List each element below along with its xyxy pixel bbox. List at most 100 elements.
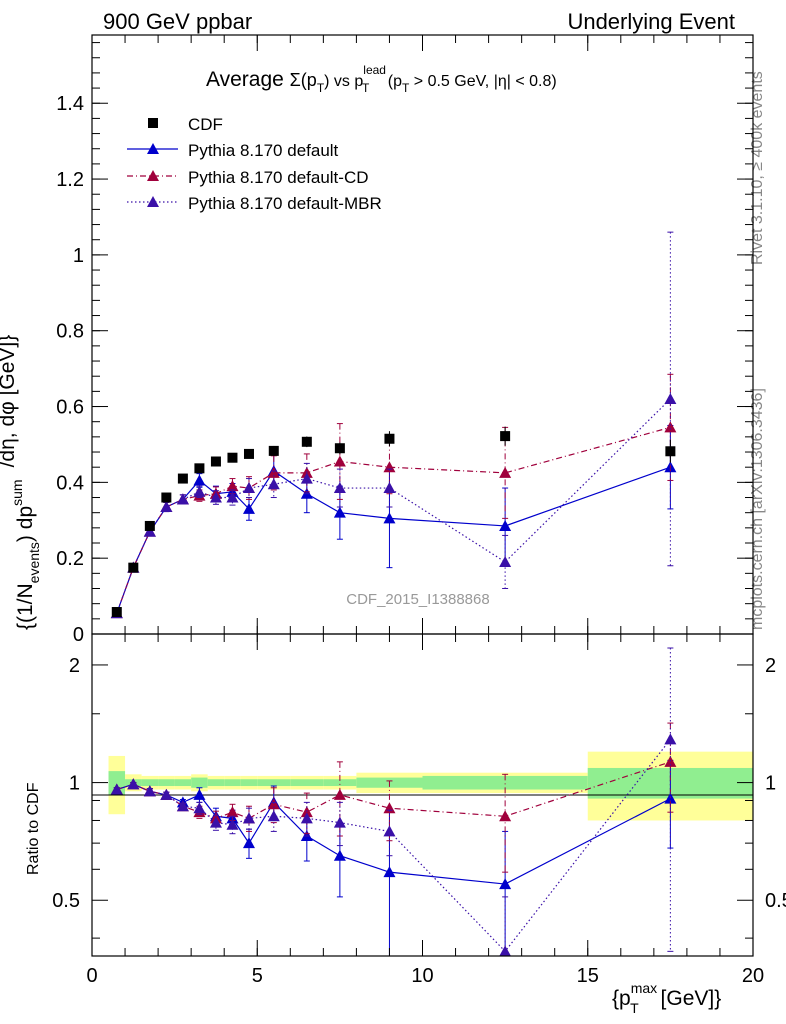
ratio-point-default-12: [383, 866, 396, 878]
ratio-point-default-14: [664, 792, 677, 804]
main-point-cdf-11: [334, 443, 345, 454]
main-series-default: [110, 424, 677, 619]
ratio-point-cd-13: [499, 810, 512, 822]
legend-marker-default: [147, 143, 159, 154]
ratio-point-mbr-7: [226, 818, 239, 830]
band-inner-2: [141, 779, 159, 787]
main-point-cdf-10: [301, 436, 312, 447]
ratio-point-mbr-4: [176, 800, 189, 812]
band-inner-6: [207, 779, 225, 787]
main-ytick-label-3: 0.6: [56, 397, 84, 419]
main-point-cdf-13: [500, 431, 511, 442]
main-ytick-label-5: 1: [73, 245, 84, 267]
legend-marker-cdf: [148, 118, 158, 128]
main-point-mbr-13: [499, 555, 512, 567]
main-point-cdf-5: [194, 463, 205, 474]
ratio-point-default-5: [193, 788, 206, 800]
main-point-cdf-8: [243, 448, 254, 459]
ratio-ytick-label-right-0: 0.5: [765, 890, 786, 912]
legend: CDF Pythia 8.170 default Pythia 8.170 de…: [127, 115, 382, 213]
main-series-cdf: [111, 426, 676, 618]
band-inner-3: [158, 779, 175, 787]
ratio-ylabel: Ratio to CDF: [25, 782, 42, 875]
legend-item-default: Pythia 8.170 default: [127, 141, 339, 160]
ratio-point-mbr-6: [209, 816, 222, 828]
ratio-plot-frame: [91, 633, 754, 957]
main-point-cdf-0: [111, 607, 122, 618]
main-point-mbr-6: [209, 491, 222, 503]
main-title: Average Σ(pT) vs plead T (pT > 0.5 GeV, |…: [206, 63, 557, 95]
xtick-label-1: 5: [252, 965, 263, 987]
main-point-cd-7: [226, 480, 239, 492]
main-ytick-label-6: 1.2: [56, 169, 84, 191]
main-point-cd-13: [499, 466, 512, 478]
ratio-ytick-label-right-1: 1: [765, 773, 776, 795]
main-point-cdf-6: [210, 456, 221, 467]
main-point-mbr-5: [193, 485, 206, 497]
main-point-cdf-7: [227, 452, 238, 463]
ratio-point-mbr-14: [664, 733, 677, 745]
main-point-mbr-7: [226, 491, 239, 503]
xtick-label-2: 10: [411, 965, 433, 987]
ratio-uncertainty-bands: [108, 751, 753, 821]
band-inner-5: [191, 777, 208, 788]
header-right: Underlying Event: [567, 9, 735, 34]
band-inner-0: [108, 771, 126, 795]
ratio-point-default-13: [499, 878, 512, 890]
band-inner-8: [240, 779, 258, 787]
main-point-default-8: [242, 502, 255, 514]
legend-label-cd: Pythia 8.170 default-CD: [188, 168, 369, 187]
band-inner-9: [257, 779, 291, 787]
ratio-point-cd-7: [226, 806, 239, 818]
main-ytick-label-0: 0: [73, 624, 84, 646]
axes-layer: 00.20.40.60.811.21.40.50.5112205101520: [52, 35, 786, 987]
main-point-default-12: [383, 512, 396, 524]
ratio-point-mbr-0: [110, 783, 123, 795]
main-point-mbr-14: [664, 392, 677, 404]
legend-item-cd: Pythia 8.170 default-CD: [127, 168, 369, 187]
band-inner-11: [323, 779, 357, 787]
xtick-label-3: 15: [577, 965, 599, 987]
header-left: 900 GeV ppbar: [103, 9, 252, 34]
ratio-point-mbr-8: [242, 812, 255, 824]
ratio-point-mbr-5: [193, 802, 206, 814]
ratio-ytick-label-right-2: 2: [765, 655, 776, 677]
ratio-ytick-label-left-2: 2: [69, 655, 80, 677]
main-ytick-label-1: 0.2: [56, 548, 84, 570]
ratio-series-mbr: [110, 647, 677, 956]
legend-item-cdf: CDF: [148, 115, 223, 134]
main-ytick-label-2: 0.4: [56, 472, 84, 494]
ratio-point-default-11: [333, 849, 346, 861]
main-point-cd-14: [664, 421, 677, 433]
ratio-point-mbr-9: [267, 810, 280, 822]
main-line-mbr: [116, 398, 671, 614]
xtick-label-0: 0: [86, 965, 97, 987]
main-point-cd-11: [333, 455, 346, 467]
main-point-mbr-10: [300, 472, 313, 484]
analysis-watermark: CDF_2015_I1388868: [346, 591, 489, 608]
main-point-cdf-2: [144, 520, 155, 531]
band-inner-4: [174, 779, 192, 787]
ratio-point-mbr-10: [300, 812, 313, 824]
legend-label-default: Pythia 8.170 default: [188, 141, 339, 160]
x-axis-title: {pmax T [GeV]}: [612, 980, 721, 1016]
main-ytick-label-7: 1.4: [56, 93, 84, 115]
band-inner-13: [422, 775, 588, 790]
main-point-mbr-11: [333, 482, 346, 494]
ratio-series-layer: [110, 647, 677, 956]
ratio-point-mbr-1: [127, 778, 140, 790]
main-point-cdf-1: [128, 562, 139, 573]
main-point-mbr-9: [267, 478, 280, 490]
band-inner-10: [290, 779, 324, 787]
main-point-mbr-12: [383, 482, 396, 494]
xtick-label-4: 20: [742, 965, 764, 987]
main-ytick-label-4: 0.8: [56, 321, 84, 343]
legend-item-mbr: Pythia 8.170 default-MBR: [127, 194, 382, 213]
ratio-point-default-8: [242, 837, 255, 849]
ratio-point-mbr-11: [333, 816, 346, 828]
main-point-mbr-2: [143, 525, 156, 537]
main-point-mbr-4: [176, 493, 189, 505]
legend-label-mbr: Pythia 8.170 default-MBR: [188, 194, 382, 213]
legend-marker-cd: [147, 170, 159, 181]
